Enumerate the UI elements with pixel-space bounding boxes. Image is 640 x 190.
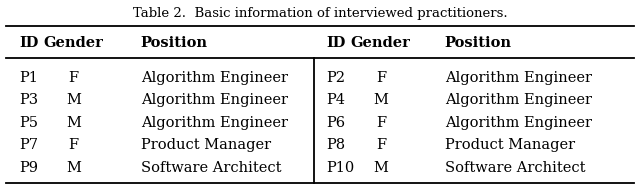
Text: Algorithm Engineer: Algorithm Engineer (141, 116, 288, 130)
Text: P9: P9 (19, 161, 38, 175)
Text: Table 2.  Basic information of interviewed practitioners.: Table 2. Basic information of interviewe… (132, 7, 508, 20)
Text: P3: P3 (19, 93, 38, 107)
Text: P7: P7 (19, 138, 38, 152)
Text: Algorithm Engineer: Algorithm Engineer (141, 93, 288, 107)
Text: F: F (68, 71, 79, 85)
Text: F: F (376, 138, 386, 152)
Text: P2: P2 (326, 71, 346, 85)
Text: Algorithm Engineer: Algorithm Engineer (141, 71, 288, 85)
Text: Gender: Gender (44, 36, 104, 50)
Text: P8: P8 (326, 138, 346, 152)
Text: M: M (373, 93, 388, 107)
Text: ID: ID (326, 36, 346, 50)
Text: Algorithm Engineer: Algorithm Engineer (445, 116, 592, 130)
Text: P1: P1 (19, 71, 38, 85)
Text: P4: P4 (326, 93, 346, 107)
Text: Algorithm Engineer: Algorithm Engineer (445, 71, 592, 85)
Text: Software Architect: Software Architect (141, 161, 282, 175)
Text: Algorithm Engineer: Algorithm Engineer (445, 93, 592, 107)
Text: P10: P10 (326, 161, 355, 175)
Text: P6: P6 (326, 116, 346, 130)
Text: P5: P5 (19, 116, 38, 130)
Text: Position: Position (445, 36, 512, 50)
Text: F: F (68, 138, 79, 152)
Text: Product Manager: Product Manager (141, 138, 271, 152)
Text: Position: Position (141, 36, 208, 50)
Text: F: F (376, 71, 386, 85)
Text: Product Manager: Product Manager (445, 138, 575, 152)
Text: F: F (376, 116, 386, 130)
Text: Gender: Gender (351, 36, 411, 50)
Text: ID: ID (19, 36, 38, 50)
Text: M: M (66, 161, 81, 175)
Text: M: M (66, 93, 81, 107)
Text: Software Architect: Software Architect (445, 161, 586, 175)
Text: M: M (66, 116, 81, 130)
Text: M: M (373, 161, 388, 175)
